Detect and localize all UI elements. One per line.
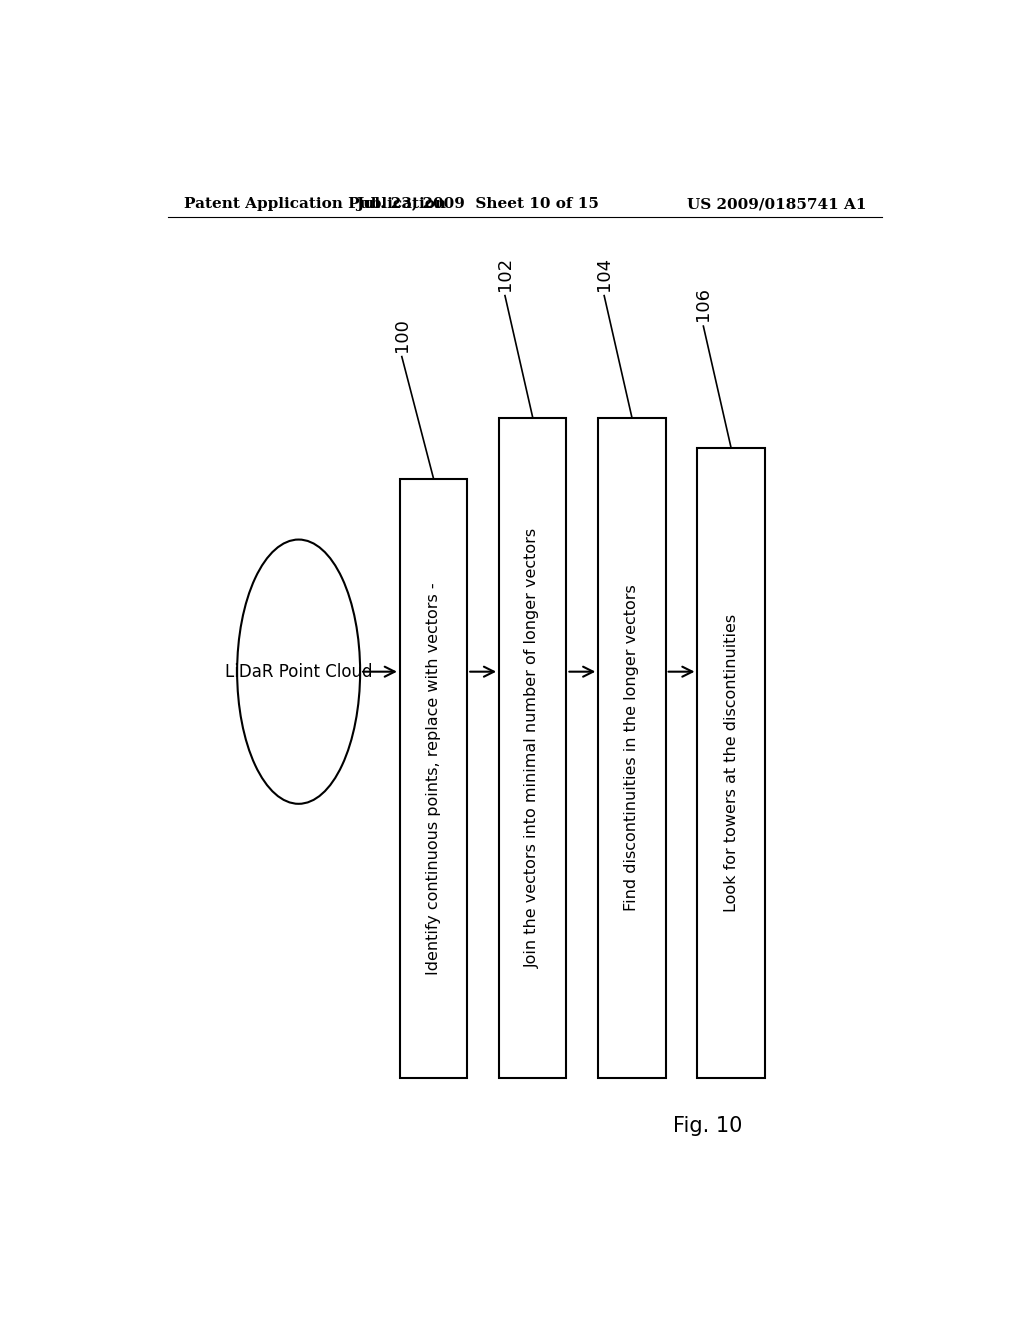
Text: Find discontinuities in the longer vectors: Find discontinuities in the longer vecto… (625, 585, 639, 911)
Text: Fig. 10: Fig. 10 (673, 1115, 742, 1137)
Text: 102: 102 (496, 256, 514, 290)
Text: Identify continuous points, replace with vectors -: Identify continuous points, replace with… (426, 582, 441, 974)
Bar (499, 417, 566, 1078)
Text: Jul. 23, 2009  Sheet 10 of 15: Jul. 23, 2009 Sheet 10 of 15 (355, 197, 599, 211)
Text: Join the vectors into minimal number of longer vectors: Join the vectors into minimal number of … (525, 528, 541, 968)
Bar (697, 447, 765, 1078)
Bar (399, 479, 467, 1078)
Text: US 2009/0185741 A1: US 2009/0185741 A1 (686, 197, 866, 211)
Text: 106: 106 (694, 286, 713, 321)
Text: 100: 100 (393, 318, 411, 351)
Text: Look for towers at the discontinuities: Look for towers at the discontinuities (724, 614, 738, 912)
Text: Patent Application Publication: Patent Application Publication (183, 197, 445, 211)
Text: 104: 104 (595, 256, 613, 290)
Bar (598, 417, 666, 1078)
Text: LiDaR Point Cloud: LiDaR Point Cloud (225, 663, 373, 681)
